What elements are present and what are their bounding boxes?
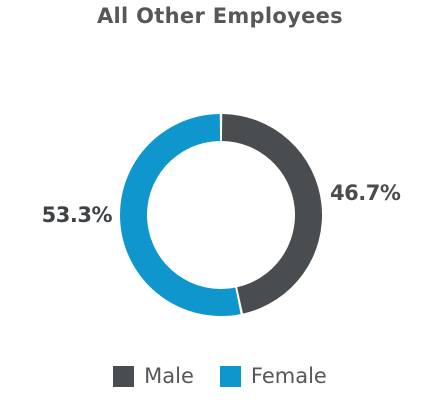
legend-item-female: Female: [219, 364, 327, 388]
donut-slice-female: [119, 114, 241, 316]
legend-item-male: Male: [113, 364, 194, 388]
legend-swatch-female: [219, 365, 241, 387]
legend-label-male: Male: [144, 364, 194, 388]
donut-slice-male: [221, 114, 323, 314]
chart-title: All Other Employees: [97, 4, 343, 28]
slice-label-male: 46.7%: [330, 181, 401, 205]
legend-swatch-male: [113, 365, 135, 387]
chart-legend: Male Female: [0, 364, 440, 388]
legend-label-female: Female: [250, 364, 327, 388]
slice-label-female: 53.3%: [42, 203, 113, 227]
